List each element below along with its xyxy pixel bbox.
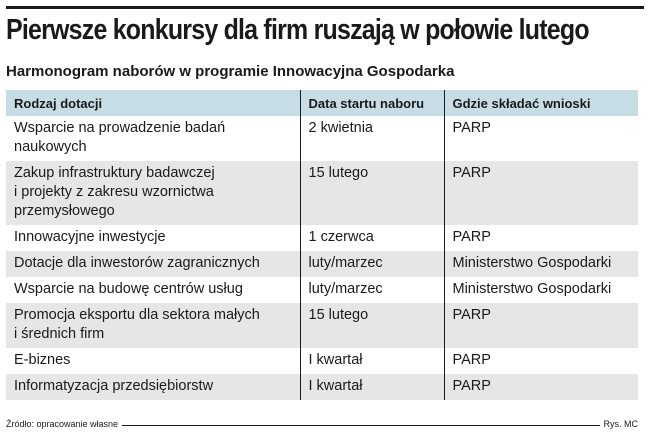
table-row: Dotacje dla inwestorów zagranicznych luty… [6, 251, 638, 277]
table-row: Promocja eksportu dla sektora małych i śr… [6, 303, 638, 348]
table-row: Wsparcie na prowadzenie badań naukowych 2 … [6, 116, 638, 161]
cell-where: PARP [443, 225, 638, 251]
schedule-table: Rodzaj dotacji Data startu naboru Gdzie … [6, 90, 638, 400]
page-title: Pierwsze konkursy dla firm ruszają w poł… [6, 14, 590, 46]
cell-where: Ministerstwo Gospodarki [443, 277, 638, 303]
cell-start-date: luty/marzec [299, 277, 444, 303]
cell-start-date: 2 kwietnia [299, 116, 444, 161]
cell-start-date: I kwartał [299, 348, 444, 374]
table-row: Zakup infrastruktury badawczej i projekty… [6, 161, 638, 225]
column-header-where: Gdzie składać wnioski [443, 90, 638, 116]
cell-start-date: 15 lutego [299, 161, 444, 225]
cell-start-date: luty/marzec [299, 251, 444, 277]
footer-rule [6, 425, 638, 426]
top-rule [6, 6, 644, 9]
cell-where: PARP [443, 348, 638, 374]
column-header-start-date: Data startu naboru [299, 90, 444, 116]
cell-where: PARP [443, 161, 638, 225]
cell-start-date: 15 lutego [299, 303, 444, 348]
column-header-kind: Rodzaj dotacji [6, 90, 300, 116]
cell-kind: E-biznes [6, 348, 300, 374]
cell-kind: Dotacje dla inwestorów zagranicznych [6, 251, 300, 277]
cell-kind: Promocja eksportu dla sektora małych i śr… [6, 303, 300, 348]
cell-kind: Wsparcie na prowadzenie badań naukowych [6, 116, 300, 161]
table-body: Wsparcie na prowadzenie badań naukowych 2 … [6, 116, 638, 400]
table-row: Informatyzacja przedsiębiorstw I kwartał P… [6, 374, 638, 400]
table-row: Innowacyjne inwestycje 1 czerwca PARP [6, 225, 638, 251]
cell-kind: Informatyzacja przedsiębiorstw [6, 374, 300, 400]
cell-where: PARP [443, 303, 638, 348]
table-row: Wsparcie na budowę centrów usług luty/mar… [6, 277, 638, 303]
source-note: Źródło: opracowanie własne [6, 416, 123, 432]
footer: Źródło: opracowanie własne Rys. MC [6, 416, 638, 432]
graphic-credit: Rys. MC [599, 416, 638, 432]
table-header-row: Rodzaj dotacji Data startu naboru Gdzie … [6, 90, 638, 116]
cell-kind: Wsparcie na budowę centrów usług [6, 277, 300, 303]
cell-start-date: 1 czerwca [299, 225, 444, 251]
cell-where: PARP [443, 116, 638, 161]
cell-where: Ministerstwo Gospodarki [443, 251, 638, 277]
page-subtitle: Harmonogram naborów w programie Innowacy… [6, 63, 455, 80]
cell-kind: Innowacyjne inwestycje [6, 225, 300, 251]
table-row: E-biznes I kwartał PARP [6, 348, 638, 374]
cell-start-date: I kwartał [299, 374, 444, 400]
cell-where: PARP [443, 374, 638, 400]
cell-kind: Zakup infrastruktury badawczej i projekty… [6, 161, 300, 225]
